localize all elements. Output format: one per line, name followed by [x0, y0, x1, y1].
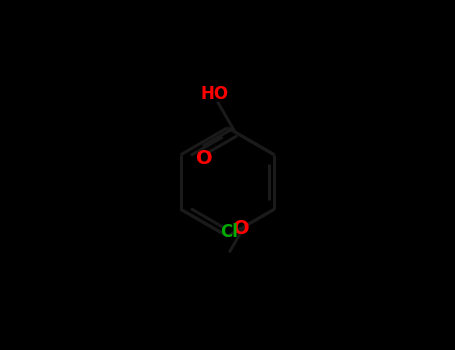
- Text: O: O: [197, 149, 213, 168]
- Text: HO: HO: [200, 85, 228, 103]
- Text: O: O: [233, 219, 250, 238]
- Text: Cl: Cl: [220, 223, 238, 241]
